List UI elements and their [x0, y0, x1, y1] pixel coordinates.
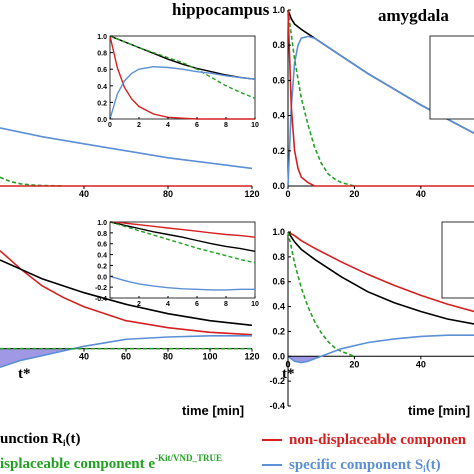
tl-inset-ytick-label: 1.0	[97, 34, 107, 41]
bl-inset-ytick-label: 0.8	[97, 231, 107, 238]
tl-inset-ytick-label: 0.6	[97, 67, 107, 74]
bl-series-specific	[0, 334, 252, 369]
legend-nondisplaceable: non-displaceable componen	[289, 432, 467, 448]
br-xtick-label: 0	[285, 359, 290, 369]
bl-inset-ytick-label: 0.4	[97, 253, 107, 260]
bl-inset-xtick-label: 2	[137, 301, 141, 308]
bl-xtick-label: 100	[202, 352, 217, 362]
bl-inset-ytick-label: -0.2	[95, 285, 107, 292]
tl-inset-ytick-label: 0.4	[97, 84, 107, 91]
bl-inset-ytick-label: 0.0	[97, 274, 107, 281]
bl-inset-series-nondisplaceable	[109, 221, 256, 238]
legend: unction Ri(t) isplaceable component e-Ki…	[0, 431, 467, 474]
tr-ytick-label: 0.4	[272, 111, 285, 121]
br-ytick-label: 0.2	[272, 326, 285, 336]
xlabel-right: time [min]	[408, 403, 470, 418]
bl-inset-xtick-label: 4	[166, 301, 170, 308]
bl-inset-ytick-label: 0.2	[97, 263, 107, 270]
tr-ytick-label: 0.8	[272, 40, 285, 50]
panel-hippocampus-bottom: 40 60 80 100 120 2 4 6 8 10 -0.4 -0.2 0.0 0.2 0.4 0.6 0.…	[0, 220, 260, 369]
tr-series-displaceable	[287, 9, 355, 187]
bl-series-total	[0, 259, 253, 327]
bl-xtick-label: 120	[244, 352, 259, 362]
tl-xtick-label: 80	[163, 189, 173, 199]
tl-xtick-label: 120	[244, 189, 259, 199]
br-xtick-label: 40	[416, 359, 426, 369]
bl-series-nondisplaceable	[0, 250, 253, 336]
br-ytick-label: 0.0	[272, 351, 285, 361]
br-ytick-label: -0.2	[269, 376, 285, 386]
tr-xtick-label: 40	[416, 189, 426, 199]
tstar-label-right: t*	[282, 366, 295, 382]
legend-displaceable: isplaceable component e-Kit/VND_TRUE	[0, 453, 222, 472]
tr-xtick-label: 20	[349, 189, 359, 199]
br-series-nondisplaceable	[287, 231, 474, 313]
panel-amygdala-top: 0 20 40 0.0 0.2 0.4 0.6 0.8 1.0	[272, 5, 474, 199]
panel-hippocampus-top: 40 80 120 0 2 4 6 8 10 0.0 0.2 0.4 0.6 0.8 1.0	[0, 34, 260, 199]
bl-inset-ytick-label: 0.6	[97, 242, 107, 249]
bl-inset-series-total	[109, 221, 256, 252]
tl-inset-series-specific	[109, 65, 256, 120]
tr-xtick-label: 0	[285, 189, 290, 199]
tl-inset-xtick-label: 0	[108, 122, 112, 129]
bl-inset-xtick-label: 6	[195, 301, 199, 308]
tr-ytick-label: 0.2	[272, 146, 285, 156]
bl-inset-ytick-label: 1.0	[97, 220, 107, 227]
tl-series-displaceable	[0, 176, 64, 187]
bl-inset-series-displaceable	[109, 221, 256, 264]
tl-series-specific	[0, 127, 253, 170]
title-amygdala: amygdala	[378, 6, 449, 25]
tl-inset-series-nondisplaceable	[109, 35, 255, 120]
tl-inset-ytick-label: 0.0	[97, 117, 107, 124]
tstar-label-left: t*	[18, 366, 31, 382]
tl-inset-ytick-label: 0.2	[97, 100, 107, 107]
panel-amygdala-bottom: 0 20 40 -0.4 -0.2 0.0 0.2 0.4 0.6 0.8 1.0	[269, 221, 474, 411]
tr-ytick-label: 1.0	[272, 5, 285, 15]
tl-xtick-label: 40	[79, 189, 89, 199]
tl-inset-xtick-label: 2	[137, 122, 141, 129]
tr-inset-frame	[429, 35, 474, 120]
tl-inset-xtick-label: 10	[251, 122, 259, 129]
tr-ytick-label: 0.0	[272, 181, 285, 191]
tl-inset-xtick-label: 8	[224, 122, 228, 129]
br-ytick-label: 0.4	[272, 302, 285, 312]
bl-shaded-area	[0, 348, 74, 368]
tl-inset-series-displaceable	[109, 35, 256, 99]
br-ytick-label: 1.0	[272, 227, 285, 237]
tl-inset-ytick-label: 0.8	[97, 51, 107, 58]
bl-xtick-label: 40	[79, 352, 89, 362]
tl-inset-frame	[109, 35, 256, 120]
br-inset-frame	[441, 221, 474, 299]
bl-xtick-label: 80	[163, 352, 173, 362]
br-series-displaceable	[287, 231, 355, 358]
bl-inset-xtick-label: 10	[251, 301, 259, 308]
bl-xtick-label: 60	[121, 352, 131, 362]
br-ytick-label: -0.4	[269, 401, 285, 411]
br-xtick-label: 20	[349, 359, 359, 369]
legend-specific: specific component Si(t)	[289, 457, 441, 474]
tr-series-nondisplaceable	[287, 9, 474, 187]
bl-inset-series-specific	[109, 275, 255, 291]
br-ytick-label: 0.8	[272, 252, 285, 262]
br-series-specific	[287, 334, 474, 364]
title-hippocampus: hippocampus	[172, 0, 270, 19]
xlabel-left: time [min]	[182, 403, 244, 418]
tl-inset-xtick-label: 4	[166, 122, 170, 129]
bl-inset-frame	[109, 221, 256, 299]
tr-ytick-label: 0.6	[272, 75, 285, 85]
br-ytick-label: 0.6	[272, 277, 285, 287]
br-series-total	[287, 231, 474, 325]
bl-inset-ytick-label: -0.4	[95, 296, 107, 303]
tl-inset-xtick-label: 6	[195, 122, 199, 129]
bl-inset-xtick-label: 8	[224, 301, 228, 308]
legend-total: unction Ri(t)	[0, 431, 80, 448]
